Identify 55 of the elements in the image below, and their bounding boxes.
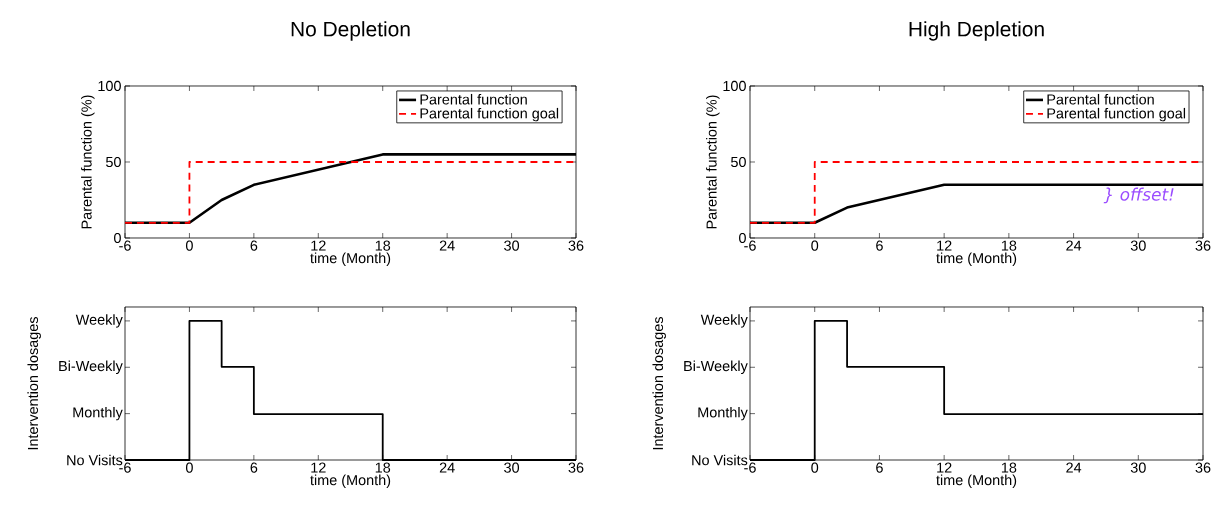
x-tick-label: 6 xyxy=(250,240,258,251)
y-tick-label: 50 xyxy=(105,156,121,168)
legend-label: Parental function goal xyxy=(1047,107,1186,122)
x-tick-label: -6 xyxy=(119,240,131,251)
x-tick-label: 36 xyxy=(568,462,584,473)
x-tick-label: 30 xyxy=(1130,462,1146,473)
x-tick-label: 30 xyxy=(1130,240,1146,251)
text: Bi-Weekly xyxy=(59,360,123,375)
text: Weekly xyxy=(75,314,123,328)
chart-title: High Depletion xyxy=(909,21,1044,41)
x-tick-label: 0 xyxy=(185,240,193,251)
y-axis-title: Parental function (%) xyxy=(706,95,720,229)
x-tick-label: 36 xyxy=(568,240,584,251)
x-tick-label: 30 xyxy=(504,462,520,473)
x-tick-label: 24 xyxy=(439,240,455,251)
legend-label: Parental function goal xyxy=(420,107,559,122)
x-tick-label: 12 xyxy=(311,462,326,473)
x-axis-title: time (Month) xyxy=(310,474,391,489)
x-tick-label: 24 xyxy=(439,462,455,473)
x-tick-label: 6 xyxy=(876,240,883,251)
x-tick-label: 18 xyxy=(1001,240,1017,251)
x-tick-label: 24 xyxy=(1066,462,1082,473)
legend-label: Parental function xyxy=(420,93,527,105)
x-tick-label: 30 xyxy=(504,240,520,251)
x-axis-title: time (Month) xyxy=(936,474,1017,489)
y-tick-label: 100 xyxy=(723,80,746,92)
x-tick-label: 0 xyxy=(811,462,819,473)
y-tick-label: 50 xyxy=(731,156,746,168)
x-tick-label: 24 xyxy=(1066,240,1082,251)
text: Monthly xyxy=(73,406,123,421)
x-axis-title: time (Month) xyxy=(310,252,391,267)
x-tick-label: 0 xyxy=(185,462,193,473)
x-tick-label: 18 xyxy=(375,462,391,473)
x-tick-label: 12 xyxy=(311,240,326,251)
chart-title: No Depletion xyxy=(291,21,410,41)
y-axis-title: Intervention dosages xyxy=(27,316,41,450)
text: Monthly xyxy=(698,406,748,421)
x-tick-label: 6 xyxy=(250,462,258,473)
x-axis-title: time (Month) xyxy=(936,252,1017,267)
text: Weekly xyxy=(700,314,748,328)
x-tick-label: 6 xyxy=(876,462,883,473)
x-tick-label: 0 xyxy=(811,240,819,251)
x-tick-label: -6 xyxy=(744,240,756,251)
x-tick-label: 18 xyxy=(375,240,391,251)
x-tick-label: 12 xyxy=(937,462,952,473)
x-tick-label: 36 xyxy=(1195,240,1211,251)
text: Bi-Weekly xyxy=(684,360,748,375)
x-tick-label: 12 xyxy=(937,240,952,251)
x-tick-label: 36 xyxy=(1195,462,1211,473)
y-axis-title: Parental function (%) xyxy=(81,95,95,229)
y-tick-label: 100 xyxy=(98,80,121,92)
legend-label: Parental function xyxy=(1047,93,1154,105)
y-axis-title: Intervention dosages xyxy=(652,316,666,450)
x-tick-label: 18 xyxy=(1001,462,1017,473)
annotation: } offset! xyxy=(1103,187,1174,204)
